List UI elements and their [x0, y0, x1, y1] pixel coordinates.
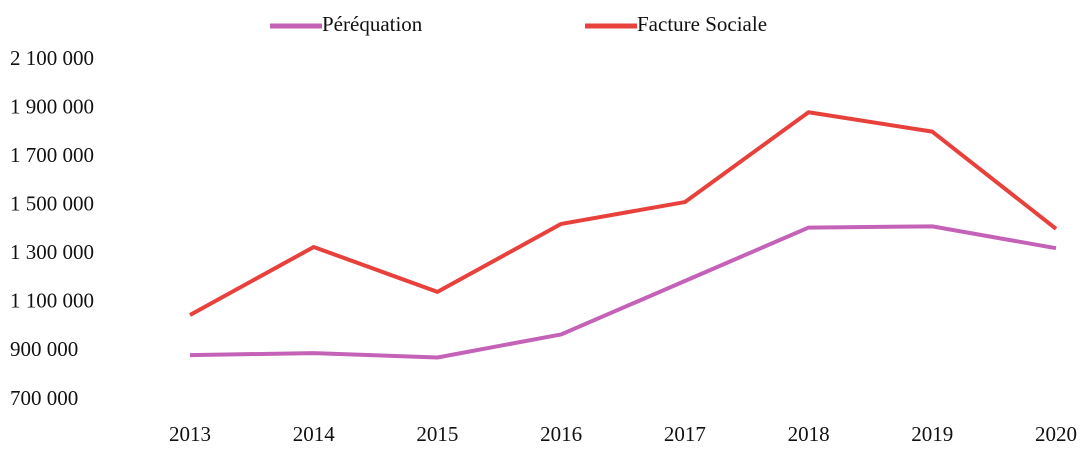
- x-tick-label: 2017: [664, 422, 706, 446]
- x-tick-label: 2019: [911, 422, 953, 446]
- series-line: [189, 110, 1058, 317]
- y-tick-label: 1 500 000: [10, 192, 94, 216]
- x-tick-label: 2013: [169, 422, 211, 446]
- y-tick-label: 2 100 000: [10, 46, 94, 70]
- y-tick-label: 1 300 000: [10, 240, 94, 264]
- x-tick-label: 2018: [788, 422, 830, 446]
- y-tick-label: 1 100 000: [10, 289, 94, 313]
- x-tick-label: 2016: [540, 422, 582, 446]
- x-tick-label: 2020: [1035, 422, 1077, 446]
- y-tick-label: 1 700 000: [10, 143, 94, 167]
- legend-label: Péréquation: [322, 12, 423, 36]
- y-tick-label: 700 000: [10, 386, 78, 410]
- legend-label: Facture Sociale: [637, 12, 767, 36]
- y-tick-label: 900 000: [10, 337, 78, 361]
- x-tick-label: 2014: [293, 422, 336, 446]
- x-tick-label: 2015: [416, 422, 458, 446]
- y-tick-label: 1 900 000: [10, 94, 94, 118]
- series-line: [189, 224, 1057, 360]
